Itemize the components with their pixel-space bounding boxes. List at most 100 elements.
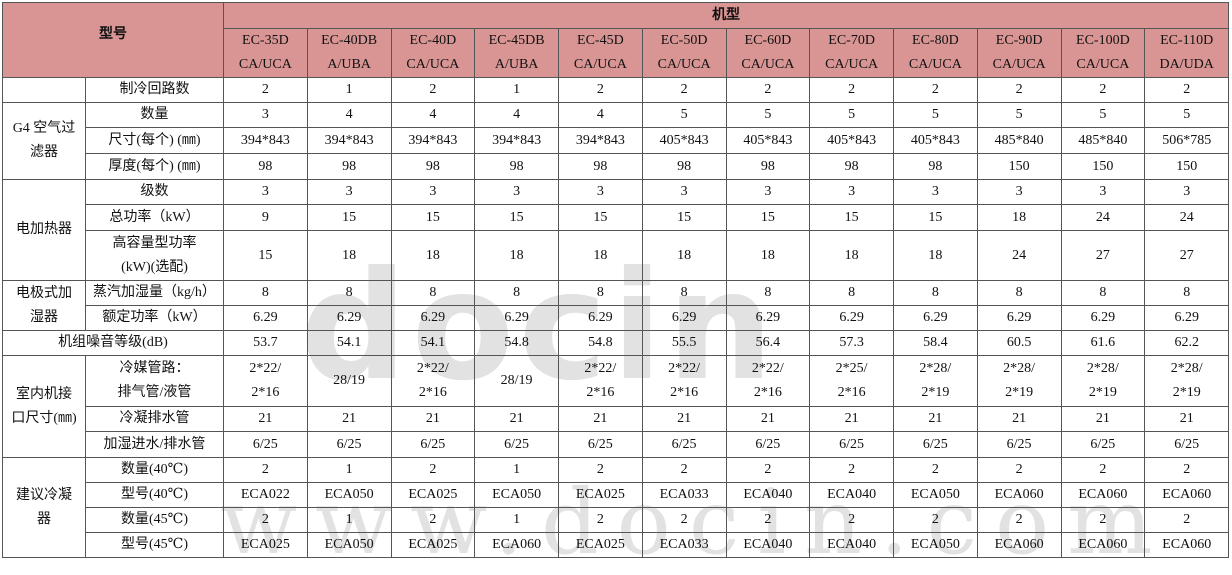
table-row: 型号(40℃) ECA022 ECA050 ECA025 ECA050 ECA025 ECA… — [3, 482, 1230, 508]
table-cell: 2 — [558, 457, 643, 483]
table-cell: 2 — [1144, 457, 1230, 483]
table-cell: ECA022 — [223, 482, 308, 508]
row-label: 机组噪音等级(dB) — [2, 330, 224, 356]
row-label: 额定功率（kW） — [85, 305, 224, 331]
table-row: 型号(45℃) ECA025 ECA050 ECA025 ECA060 ECA025 ECA… — [3, 532, 1230, 558]
table-cell: 61.6 — [1060, 330, 1146, 356]
table-cell: 485*840 — [1060, 127, 1146, 154]
table-cell: 18 — [809, 230, 894, 281]
table-cell: 1 — [474, 457, 559, 483]
table-cell: 8 — [223, 280, 308, 306]
table-cell: 4 — [390, 102, 476, 128]
table-cell: 8 — [306, 280, 392, 306]
table-row: 厚度(每个) (㎜) 98 98 98 98 98 98 98 98 98 150 150 150 — [3, 153, 1230, 180]
model-name-header: EC-45D CA/UCA — [558, 28, 643, 78]
table-cell: ECA033 — [641, 482, 727, 508]
table-cell: 21 — [809, 406, 894, 432]
table-cell: ECA033 — [641, 532, 727, 558]
table-cell: 6.29 — [223, 305, 308, 331]
table-cell: 3 — [223, 179, 308, 205]
table-cell: 98 — [306, 153, 392, 180]
table-cell: 6/25 — [893, 431, 978, 458]
table-cell: 6/25 — [474, 431, 559, 458]
table-cell: 27 — [1060, 230, 1146, 281]
table-cell: 2*28/ 2*19 — [976, 355, 1062, 407]
table-cell: 54.8 — [558, 330, 643, 356]
table-cell: 6/25 — [558, 431, 643, 458]
table-cell: 506*785 — [1144, 127, 1230, 154]
table-cell: 394*843 — [306, 127, 392, 154]
table-cell: 4 — [558, 102, 643, 128]
table-cell: ECA050 — [474, 482, 559, 508]
table-cell: 55.5 — [641, 330, 727, 356]
table-cell: 2*22/ 2*16 — [223, 355, 308, 407]
row-label: 厚度(每个) (㎜) — [85, 153, 224, 180]
table-cell: 18 — [893, 230, 978, 281]
table-cell: ECA060 — [1144, 482, 1230, 508]
table-cell: 6.29 — [474, 305, 559, 331]
table-cell: 6/25 — [306, 431, 392, 458]
table-cell: ECA025 — [223, 532, 308, 558]
table-cell: 21 — [641, 406, 727, 432]
table-cell: 150 — [1060, 153, 1146, 180]
table-cell: 24 — [976, 230, 1062, 281]
table-cell: 24 — [1060, 204, 1146, 231]
table-cell: 18 — [474, 230, 559, 281]
table-cell: 3 — [893, 179, 978, 205]
table-cell: ECA050 — [893, 482, 978, 508]
table-cell: 98 — [809, 153, 894, 180]
model-name-header: EC-50D CA/UCA — [641, 28, 727, 78]
table-cell: 2 — [390, 457, 476, 483]
table-cell: 394*843 — [558, 127, 643, 154]
table-cell: 2*22/ 2*16 — [390, 355, 476, 407]
table-cell: 9 — [223, 204, 308, 231]
table-row: 加湿进水/排水管 6/25 6/25 6/25 6/25 6/25 6/25 6/25 6/25… — [3, 431, 1230, 458]
table-cell: 2 — [809, 457, 894, 483]
row-group-label — [2, 77, 86, 103]
table-cell: 2 — [976, 77, 1062, 103]
table-cell: 6/25 — [390, 431, 476, 458]
table-cell: 5 — [1144, 102, 1230, 128]
model-name-header: EC-40DB A/UBA — [306, 28, 392, 78]
table-cell: 2 — [558, 507, 643, 533]
table-cell: 54.1 — [390, 330, 476, 356]
table-cell: 3 — [1060, 179, 1146, 205]
table-cell: 2 — [641, 77, 727, 103]
table-cell: 8 — [725, 280, 811, 306]
table-cell: 3 — [306, 179, 392, 205]
table-cell: 1 — [474, 77, 559, 103]
table-cell: 1 — [306, 507, 392, 533]
table-cell: 6.29 — [725, 305, 811, 331]
row-label: 高容量型功率 (kW)(选配) — [85, 230, 224, 281]
table-cell: 5 — [976, 102, 1062, 128]
table-cell: 3 — [725, 179, 811, 205]
table-cell: 6.29 — [976, 305, 1062, 331]
table-cell: 21 — [306, 406, 392, 432]
table-cell: 2 — [725, 457, 811, 483]
row-label: 数量(40℃) — [85, 457, 224, 483]
table-cell: 3 — [1144, 179, 1230, 205]
table-row: G4 空气过滤器 数量 3 4 4 4 4 5 5 5 5 5 5 5 — [2, 102, 1230, 180]
table-row: 建议冷凝器 数量(40℃) 2 1 2 1 2 2 2 2 2 2 2 2 — [2, 457, 1230, 558]
table-cell: 2 — [558, 77, 643, 103]
table-cell: 2 — [390, 507, 476, 533]
table-cell: 5 — [641, 102, 727, 128]
table-cell: 6/25 — [641, 431, 727, 458]
table-cell: 8 — [976, 280, 1062, 306]
table-cell: 394*843 — [390, 127, 476, 154]
row-group-label: G4 空气过滤器 — [2, 102, 86, 180]
table-row: 室内机接口尺寸(㎜) 冷媒管路： 排气管/液管 2*22/ 2*16 28/19 2*2… — [2, 355, 1230, 458]
row-label: 数量 — [85, 102, 224, 128]
table-cell: 98 — [390, 153, 476, 180]
table-cell: 15 — [558, 204, 643, 231]
table-cell: 98 — [558, 153, 643, 180]
table-cell: 2 — [809, 77, 894, 103]
table-cell: 98 — [725, 153, 811, 180]
table-cell: ECA060 — [1060, 532, 1146, 558]
table-cell: 6.29 — [1060, 305, 1146, 331]
row-label: 级数 — [85, 179, 224, 205]
table-row: 总功率（kW） 9 15 15 15 15 15 15 15 15 18 24 24 — [3, 204, 1230, 231]
table-cell: ECA060 — [474, 532, 559, 558]
row-group-label: 室内机接口尺寸(㎜) — [2, 355, 86, 458]
table-cell: 2 — [809, 507, 894, 533]
